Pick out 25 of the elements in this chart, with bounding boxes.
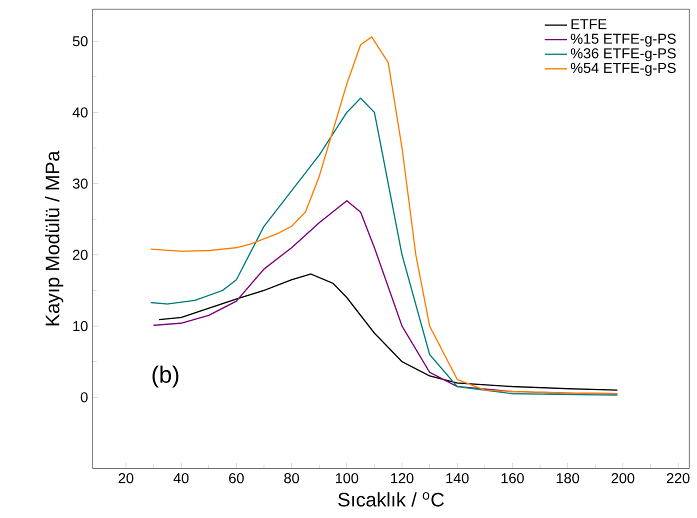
x-tick-label: 40 [174,473,189,484]
x-tick-label: 20 [118,473,134,484]
y-tick-label: 20 [72,250,88,260]
y-axis-title: Kayıp Modülü / MPa [45,150,64,326]
y-tick-label: 10 [73,320,88,332]
x-tick-label: 80 [284,473,299,484]
y-tick-label: 50 [72,36,88,46]
y-tick-label: 30 [72,178,88,189]
legend-label: %15 ETFE-g-PS [570,34,676,47]
x-tick-label: 220 [666,473,690,484]
x-tick-label: 140 [446,473,469,484]
x-axis-title: Sıcaklık / $^{o}$C [338,492,444,507]
y-tick-label: 40 [72,107,88,118]
legend-label: %36 ETFE-g-PS [570,48,676,62]
legend-label: ETFE [572,19,606,30]
y-tick-label: 0 [80,392,88,402]
line-series [150,97,618,396]
annotation: (b) [152,366,178,388]
x-tick-label: 60 [229,473,244,484]
x-tick-label: 200 [612,473,634,484]
legend-label: %54 ETFE-g-PS [570,62,676,76]
x-tick-label: 180 [556,473,580,484]
x-tick-label: 120 [391,473,414,484]
x-tick-label: 100 [336,473,358,484]
x-tick-label: 160 [502,473,524,484]
